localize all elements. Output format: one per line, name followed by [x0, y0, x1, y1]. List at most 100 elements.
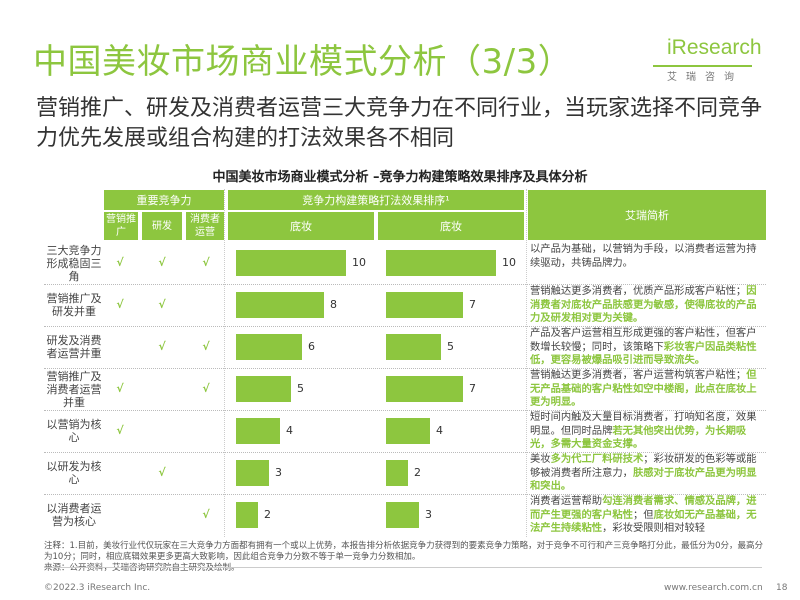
header-rd: 研发	[142, 212, 182, 240]
column-divider	[224, 189, 225, 537]
score-label: 6	[308, 340, 315, 353]
analysis-segment: 产品及客户运营相互形成更强的客户粘性，但客户数增长较慢；同时，该策略下	[530, 327, 757, 353]
row-divider	[44, 326, 766, 327]
analysis-highlight: 但无产品基础的客户粘性如空中楼阁，此点在底妆上更为明显。	[530, 369, 757, 408]
analysis-highlight: 多为代工厂料研技术	[550, 453, 644, 465]
analysis-segment: 以产品为基础，以营销为手段，以消费者运营为持续驱动，共铸品牌力。	[530, 243, 757, 269]
check-mark: √	[202, 382, 210, 395]
row-divider	[44, 284, 766, 285]
check-mark: √	[116, 382, 124, 395]
score-bar	[236, 460, 269, 486]
score-bar	[386, 502, 419, 528]
analysis-highlight: 勾连消费者需求、情感及品牌，进而产生更强的客户粘性	[530, 495, 757, 521]
analysis-text: 短时间内触及大量目标消费者，打响知名度，效果明显。但同时品牌若无其他突出优势，为…	[530, 411, 764, 452]
analysis-highlight: 底妆如无产品基础，无法产生持续粘性	[530, 508, 757, 535]
page-subtitle: 营销推广、研发及消费者运营三大竞争力在不同行业，当玩家选择不同竞争力优先发展或组…	[36, 96, 763, 151]
score-label: 3	[275, 466, 282, 479]
row-label: 营销推广及研发并重	[46, 292, 102, 318]
score-label: 2	[414, 466, 421, 479]
score-label: 2	[264, 508, 271, 521]
analysis-segment: 营销触达更多消费者，优质产品形成客户粘性；	[530, 285, 747, 297]
analysis-highlight: 肤感对于底妆产品更为明显和突出。	[530, 466, 757, 493]
website-link[interactable]: www.research.com.cn	[664, 583, 763, 593]
score-bar	[236, 250, 346, 276]
score-label: 5	[447, 340, 454, 353]
check-mark: √	[158, 256, 166, 269]
score-label: 4	[436, 424, 443, 437]
page-number: 18	[776, 583, 788, 593]
score-bar	[236, 502, 258, 528]
row-divider	[44, 410, 766, 411]
copyright: ©2022.3 iResearch Inc.	[44, 583, 151, 593]
analysis-text: 产品及客户运营相互形成更强的客户粘性，但客户数增长较慢；同时，该策略下彩妆客户因…	[530, 327, 764, 368]
header-analysis: 艾瑞简析	[528, 190, 766, 240]
score-label: 7	[469, 298, 476, 311]
score-bar	[386, 292, 463, 318]
logo-sub-text: 艾瑞咨询	[667, 72, 743, 83]
score-bar	[386, 334, 441, 360]
header-base-1: 底妆	[228, 212, 374, 240]
analysis-text: 消费者运营帮助勾连消费者需求、情感及品牌，进而产生更强的客户粘性；但底妆如无产品…	[530, 495, 764, 536]
logo-main-text: iResearch	[667, 36, 762, 59]
analysis-segment: ；彩妆研发的色彩等或能够被消费者所注意力，	[530, 453, 757, 479]
row-divider	[44, 368, 766, 369]
row-label: 三大竞争力形成稳固三角	[46, 243, 102, 283]
score-label: 4	[286, 424, 293, 437]
analysis-highlight: 彩妆客户因品类粘性低，更容易被爆品吸引进而导致流失。	[530, 340, 757, 367]
score-bar	[236, 418, 280, 444]
score-label: 7	[469, 382, 476, 395]
analysis-highlight: 因消费者对底妆产品肤感更为敏感，使得底妆的产品力及研发相对更为关键。	[530, 285, 757, 324]
analysis-segment: 营销触达更多消费者，客户运营构筑客户粘性；	[530, 369, 747, 381]
score-label: 10	[502, 256, 516, 269]
column-divider	[526, 189, 527, 537]
score-bar	[386, 460, 408, 486]
header-competencies: 重要竞争力	[104, 190, 224, 210]
row-label: 以研发为核心	[46, 460, 102, 486]
check-mark: √	[202, 256, 210, 269]
row-divider	[44, 452, 766, 453]
score-label: 5	[297, 382, 304, 395]
analysis-text: 以产品为基础，以营销为手段，以消费者运营为持续驱动，共铸品牌力。	[530, 243, 764, 270]
score-bar	[386, 376, 463, 402]
header-base-2: 底妆	[378, 212, 524, 240]
notes: 注释：1.目前，美妆行业代仅玩家在三大竞争力方面都有拥有一个或以上优势，本报告排…	[44, 541, 764, 574]
analysis-text: 营销触达更多消费者，客户运营构筑客户粘性；但无产品基础的客户粘性如空中楼阁，此点…	[530, 369, 764, 410]
analysis-segment: ；但	[632, 508, 654, 521]
score-bar	[236, 292, 324, 318]
source-line: 来源：公开资料，艾瑞咨询研究院自主研究及绘制。	[44, 563, 240, 573]
score-label: 3	[425, 508, 432, 521]
score-bar	[386, 418, 430, 444]
header-ranking: 竞争力构建策略打法效果排序¹	[228, 190, 524, 210]
page-title: 中国美妆市场商业模式分析（3/3）	[33, 42, 573, 82]
table-title: 中国美妆市场商业模式分析 –竞争力构建策略效果排序及具体分析	[212, 170, 588, 185]
check-mark: √	[158, 298, 166, 311]
analysis-text: 营销触达更多消费者，优质产品形成客户粘性；因消费者对底妆产品肤感更为敏感，使得底…	[530, 285, 764, 326]
footer-divider	[44, 567, 762, 568]
score-bar	[236, 376, 291, 402]
analysis-segment: 短时间内触及大量目标消费者，打响知名度，效果明显。但同时品牌	[530, 411, 757, 437]
analysis-highlight: 若无其他突出优势，为长期吸光，多需大量资金支撑。	[530, 424, 747, 451]
check-mark: √	[116, 256, 124, 269]
analysis-text: 美妆多为代工厂料研技术；彩妆研发的色彩等或能够被消费者所注意力，肤感对于底妆产品…	[530, 453, 764, 494]
row-label: 营销推广及消费者运营并重	[46, 369, 102, 409]
iresearch-logo: iResearch 艾瑞咨询	[653, 36, 763, 83]
check-mark: √	[116, 298, 124, 311]
row-label: 以消费者运营为核心	[46, 502, 102, 528]
header-marketing: 营销推广	[104, 212, 138, 240]
logo-bar	[653, 65, 752, 67]
analysis-segment: 消费者运营帮助	[530, 495, 603, 507]
score-label: 8	[330, 298, 337, 311]
check-mark: √	[202, 508, 210, 521]
check-mark: √	[202, 340, 210, 353]
row-label: 以营销为核心	[46, 418, 102, 444]
row-label: 研发及消费者运营并重	[46, 334, 102, 360]
note-line: 注释：1.目前，美妆行业代仅玩家在三大竞争力方面都有拥有一个或以上优势，本报告排…	[44, 541, 764, 562]
check-mark: √	[158, 340, 166, 353]
score-label: 10	[352, 256, 366, 269]
score-bar	[386, 250, 496, 276]
check-mark: √	[116, 424, 124, 437]
row-divider	[44, 494, 766, 495]
check-mark: √	[158, 466, 166, 479]
analysis-segment: ，彩妆受限则相对较轻	[602, 522, 706, 534]
